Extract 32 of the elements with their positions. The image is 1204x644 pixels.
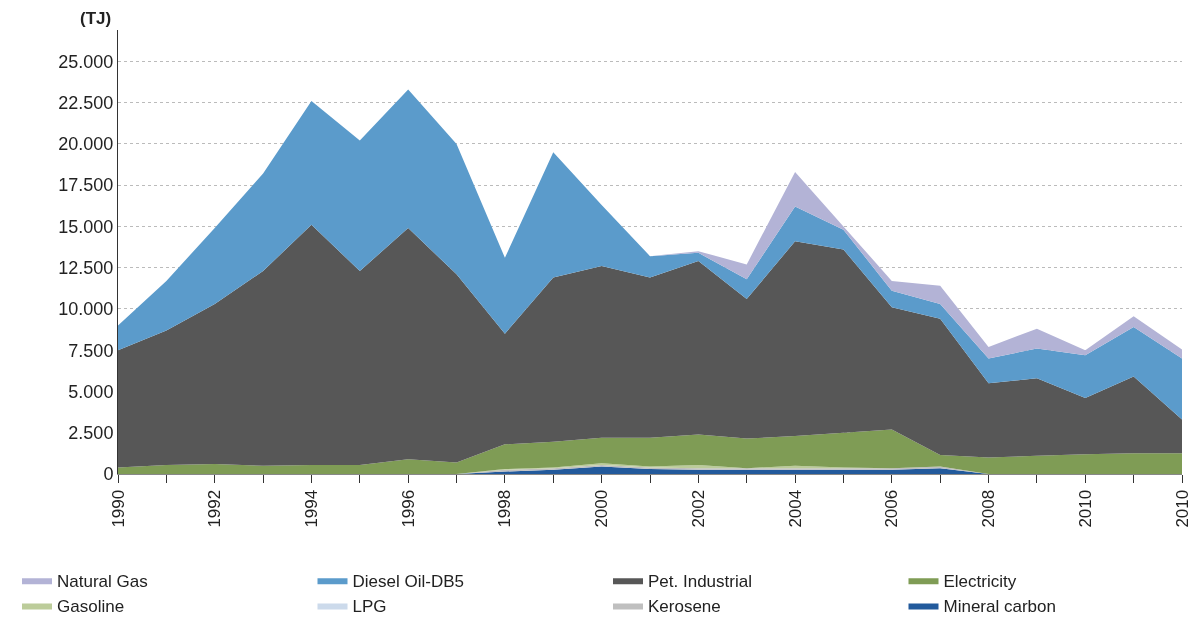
y-axis-title: (TJ) <box>80 9 112 28</box>
x-tick-label: 2004 <box>785 489 805 528</box>
legend-label: LPG <box>352 597 387 617</box>
y-tick-label: 2.500 <box>68 423 114 444</box>
x-tick-label: 1998 <box>495 489 515 528</box>
y-tick-label: 15.000 <box>58 216 114 237</box>
y-tick-label: 5.000 <box>68 381 114 402</box>
y-tick-label: 10.000 <box>58 299 114 320</box>
x-tick-label: 2008 <box>979 489 999 528</box>
x-tick-label: 2010 <box>1075 489 1095 528</box>
y-tick-label: 0 <box>103 464 114 485</box>
legend-label: Diesel Oil-DB5 <box>352 571 464 591</box>
legend-label: Electricity <box>943 571 1017 591</box>
x-tick-label: 1990 <box>108 489 128 528</box>
x-tick-label: 1996 <box>398 489 418 528</box>
legend-label: Natural Gas <box>57 571 148 591</box>
y-tick-label: 12.500 <box>58 257 114 278</box>
x-tick-label: 2000 <box>592 489 612 528</box>
legend-label: Mineral carbon <box>943 597 1056 617</box>
x-tick-label: 2006 <box>882 489 902 528</box>
y-tick-label: 17.500 <box>58 175 114 196</box>
y-tick-label: 22.500 <box>58 92 114 113</box>
y-tick-label: 7.500 <box>68 340 114 361</box>
legend-label: Pet. Industrial <box>648 571 752 591</box>
x-tick-label: 1994 <box>301 489 321 528</box>
y-tick-label: 25.000 <box>58 51 114 72</box>
legend-label: Kerosene <box>648 597 721 617</box>
x-tick-label: 2002 <box>688 489 708 528</box>
x-tick-label: 1992 <box>205 489 225 528</box>
y-tick-label: 20.000 <box>58 134 114 155</box>
x-tick-label: 2010 <box>1172 489 1192 528</box>
legend-label: Gasoline <box>57 597 125 617</box>
